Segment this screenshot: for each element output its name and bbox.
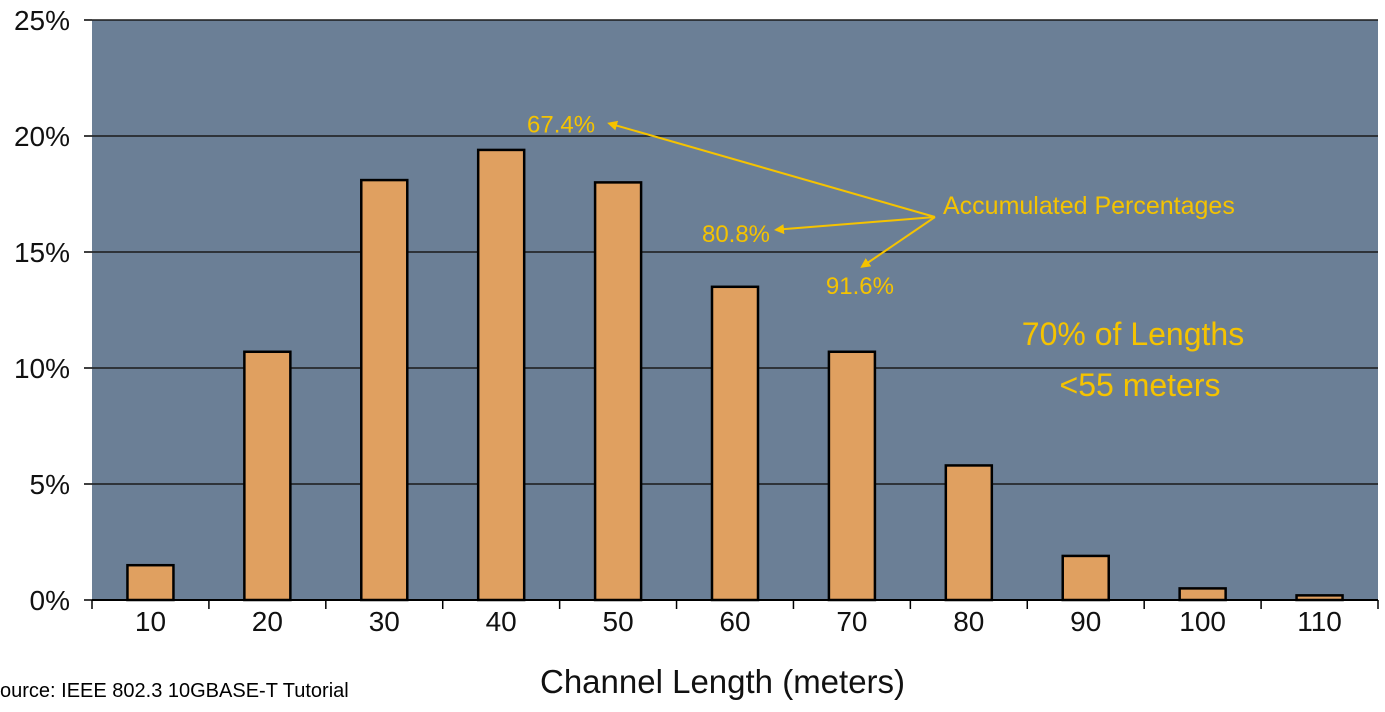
x-tick-label: 100 — [1179, 606, 1226, 637]
note-line-2: <55 meters — [1060, 367, 1221, 403]
y-tick-label: 0% — [30, 585, 70, 616]
arrow-to-91-6 — [860, 216, 936, 268]
bar — [1061, 554, 1110, 602]
axes: 0% 5% 10% 15% 20% 25% 10 20 30 40 50 60 70 80 90 100 110 — [14, 5, 1379, 637]
bar — [944, 464, 994, 602]
x-tick-label: 50 — [603, 606, 634, 637]
accumulated-percentages-label: Accumulated Percentages — [943, 192, 1235, 220]
note-line-1: 70% of Lengths — [1022, 316, 1244, 352]
bars — [126, 148, 1344, 602]
y-tick-label: 15% — [14, 237, 70, 268]
bar — [243, 350, 292, 602]
x-tick-label: 60 — [719, 606, 750, 637]
bar — [1178, 587, 1227, 602]
arrow-to-80-8 — [774, 216, 936, 235]
annotations: 67.4% 80.8% 91.6% Accumulated Percentage… — [527, 111, 1244, 403]
x-tick-label: 40 — [486, 606, 517, 637]
bar — [126, 563, 175, 602]
y-tick-label: 10% — [14, 353, 70, 384]
bar — [593, 181, 643, 602]
bar — [827, 350, 877, 602]
bar — [360, 178, 409, 602]
y-tick-label: 20% — [14, 121, 70, 152]
x-tick-label: 110 — [1297, 606, 1342, 637]
cumulative-label-91-6: 91.6% — [826, 273, 894, 300]
x-tick-label: 70 — [836, 606, 867, 637]
x-tick-label: 90 — [1070, 606, 1101, 637]
x-tick-label: 30 — [369, 606, 400, 637]
bar — [710, 285, 760, 602]
cumulative-label-80-8: 80.8% — [702, 221, 770, 248]
x-tick-label: 10 — [135, 606, 166, 637]
cumulative-label-67-4: 67.4% — [527, 111, 595, 138]
x-tick-label: 20 — [252, 606, 283, 637]
bar — [476, 148, 526, 602]
source-caption: ource: IEEE 802.3 10GBASE-T Tutorial — [0, 680, 349, 702]
x-tick-label: 80 — [953, 606, 984, 637]
y-tick-label: 25% — [14, 5, 70, 36]
y-tick-label: 5% — [30, 469, 70, 500]
x-axis-title: Channel Length (meters) — [540, 663, 906, 700]
arrow-to-67-4 — [607, 120, 936, 218]
